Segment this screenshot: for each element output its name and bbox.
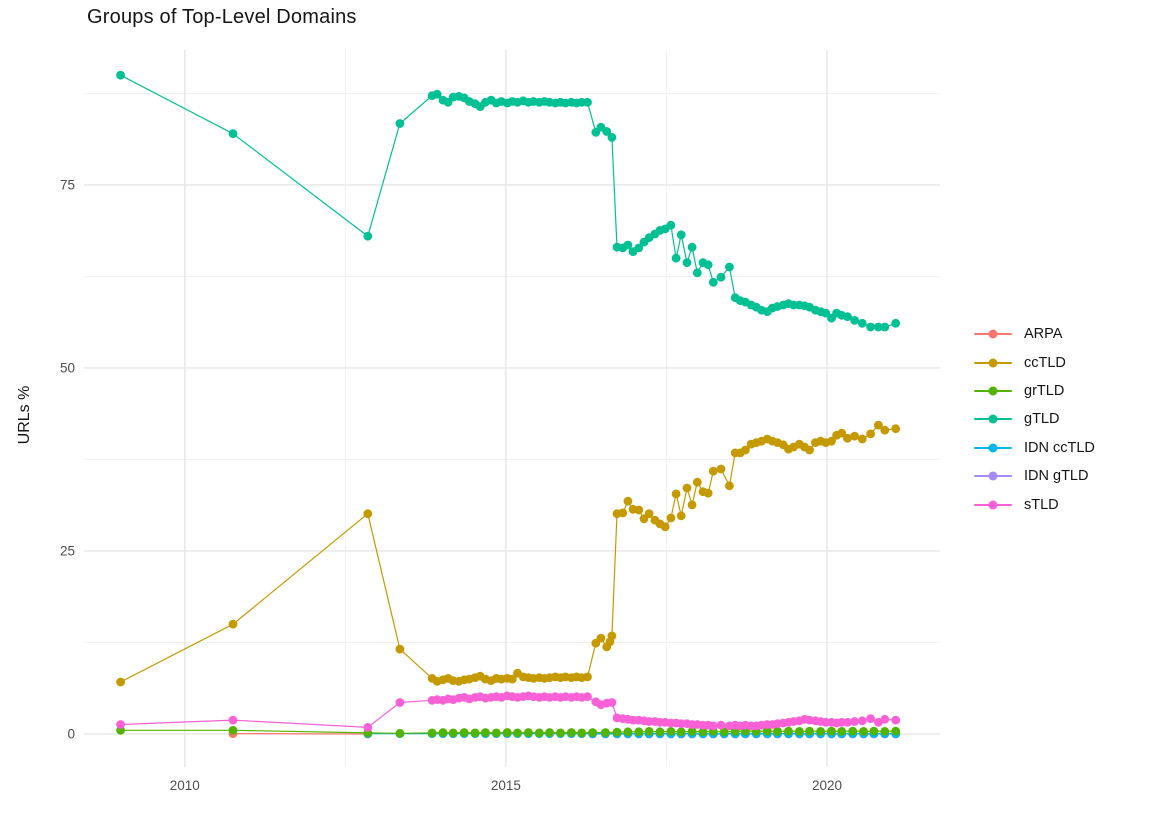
legend-item-label: ARPA [1024, 326, 1063, 343]
y-tick-label: 0 [67, 726, 75, 741]
x-tick-label: 2010 [170, 778, 200, 793]
y-tick-label: 50 [60, 360, 75, 375]
legend-item: ccTLD [974, 348, 1095, 376]
legend: ARPA ccTLD grTLD gTLD IDN ccTLD IDN gTLD… [974, 320, 1095, 519]
legend-key-icon [974, 442, 1012, 454]
series-sTLD [116, 691, 901, 732]
chart-title: Groups of Top-Level Domains [87, 6, 357, 28]
legend-item: gTLD [974, 405, 1095, 433]
legend-item: ARPA [974, 320, 1095, 348]
legend-item: IDN gTLD [974, 462, 1095, 490]
legend-item-label: IDN gTLD [1024, 468, 1089, 485]
legend-key-icon [974, 499, 1012, 511]
legend-item-label: gTLD [1024, 411, 1060, 428]
legend-item-label: ccTLD [1024, 354, 1066, 371]
series-ccTLD [116, 420, 901, 687]
axis-tick-labels: 0 25 50 75 2010 2015 2020 [60, 177, 842, 793]
y-tick-label: 75 [60, 177, 75, 192]
legend-item: sTLD [974, 490, 1095, 518]
legend-item: grTLD [974, 377, 1095, 405]
legend-item-label: sTLD [1024, 496, 1059, 513]
legend-key-icon [974, 357, 1012, 369]
y-tick-label: 25 [60, 543, 75, 558]
legend-key-icon [974, 413, 1012, 425]
x-tick-label: 2020 [812, 778, 842, 793]
x-tick-label: 2015 [491, 778, 521, 793]
legend-item: IDN ccTLD [974, 434, 1095, 462]
legend-item-label: IDN ccTLD [1024, 439, 1095, 456]
series-grTLD [116, 725, 901, 738]
gridlines [84, 50, 940, 767]
legend-key-icon [974, 470, 1012, 482]
series-gTLD [116, 70, 901, 332]
legend-item-label: grTLD [1024, 382, 1065, 399]
legend-key-icon [974, 385, 1012, 397]
legend-key-icon [974, 328, 1012, 340]
